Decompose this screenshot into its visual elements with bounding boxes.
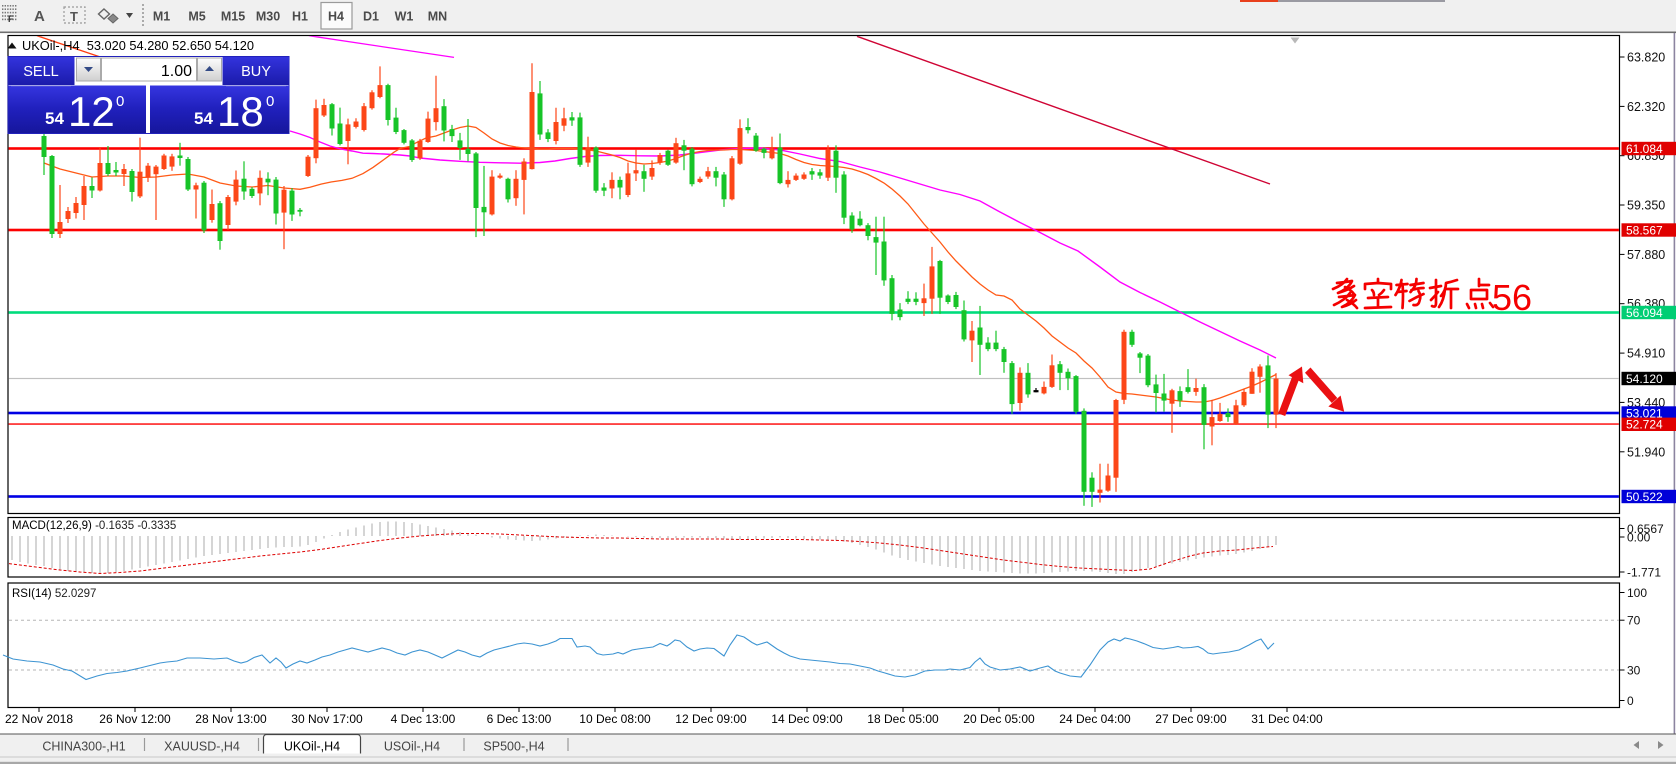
svg-text:-1.771: -1.771 [1627, 565, 1661, 579]
svg-text:M30: M30 [256, 10, 280, 24]
svg-text:4 Dec 13:00: 4 Dec 13:00 [391, 712, 456, 726]
svg-text:0: 0 [266, 93, 274, 110]
svg-text:54.120: 54.120 [1626, 372, 1663, 386]
svg-text:RSI(14) 52.0297: RSI(14) 52.0297 [12, 588, 96, 600]
svg-text:56: 56 [1492, 277, 1532, 318]
svg-text:58.567: 58.567 [1626, 223, 1663, 237]
svg-text:USOil-,H4: USOil-,H4 [384, 740, 440, 754]
svg-text:BUY: BUY [241, 64, 271, 80]
svg-text:0: 0 [116, 93, 124, 110]
svg-text:54.910: 54.910 [1627, 347, 1665, 361]
svg-text:F: F [8, 14, 14, 24]
svg-text:52.724: 52.724 [1626, 418, 1663, 432]
svg-text:A: A [34, 8, 45, 25]
svg-text:H1: H1 [292, 10, 308, 24]
svg-text:0: 0 [1627, 694, 1634, 708]
svg-text:54: 54 [45, 109, 64, 128]
svg-text:SELL: SELL [23, 64, 58, 80]
svg-text:12 Dec 09:00: 12 Dec 09:00 [675, 712, 747, 726]
svg-text:0.6567: 0.6567 [1627, 522, 1664, 536]
svg-text:UKOil-,H4: UKOil-,H4 [284, 740, 340, 754]
svg-text:59.350: 59.350 [1627, 199, 1665, 213]
svg-text:UKOil-,H4 53.020 54.280 52.65: UKOil-,H4 53.020 54.280 52.650 54.120 [22, 38, 254, 53]
svg-text:10 Dec 08:00: 10 Dec 08:00 [579, 712, 651, 726]
svg-text:H4: H4 [328, 10, 344, 24]
svg-text:22 Nov 2018: 22 Nov 2018 [5, 712, 73, 726]
svg-text:W1: W1 [395, 10, 414, 24]
svg-text:53.021: 53.021 [1626, 406, 1663, 420]
svg-text:12: 12 [68, 88, 115, 135]
svg-text:M1: M1 [153, 10, 170, 24]
svg-text:SP500-,H4: SP500-,H4 [483, 740, 544, 754]
svg-text:18: 18 [217, 88, 264, 135]
svg-text:30 Nov 17:00: 30 Nov 17:00 [291, 712, 363, 726]
svg-text:56.094: 56.094 [1626, 306, 1663, 320]
svg-text:18 Dec 05:00: 18 Dec 05:00 [867, 712, 939, 726]
svg-text:1.00: 1.00 [161, 63, 192, 80]
svg-text:CHINA300-,H1: CHINA300-,H1 [42, 740, 125, 754]
svg-text:MACD(12,26,9) -0.1635 -0.3335: MACD(12,26,9) -0.1635 -0.3335 [12, 520, 176, 532]
svg-text:24 Dec 04:00: 24 Dec 04:00 [1059, 712, 1131, 726]
svg-text:63.820: 63.820 [1627, 51, 1665, 65]
svg-text:XAUUSD-,H4: XAUUSD-,H4 [164, 740, 240, 754]
svg-text:100: 100 [1627, 586, 1647, 600]
svg-text:28 Nov 13:00: 28 Nov 13:00 [195, 712, 267, 726]
svg-text:62.320: 62.320 [1627, 100, 1665, 114]
svg-text:6 Dec 13:00: 6 Dec 13:00 [487, 712, 552, 726]
svg-text:70: 70 [1627, 614, 1641, 628]
svg-text:27 Dec 09:00: 27 Dec 09:00 [1155, 712, 1227, 726]
svg-text:54: 54 [194, 109, 213, 128]
svg-text:26 Nov 12:00: 26 Nov 12:00 [99, 712, 171, 726]
svg-text:M5: M5 [188, 10, 205, 24]
svg-text:M15: M15 [221, 10, 245, 24]
svg-text:20 Dec 05:00: 20 Dec 05:00 [963, 712, 1035, 726]
svg-text:30: 30 [1627, 663, 1641, 677]
svg-text:51.940: 51.940 [1627, 445, 1665, 459]
svg-text:T: T [70, 9, 78, 24]
svg-text:14 Dec 09:00: 14 Dec 09:00 [771, 712, 843, 726]
svg-text:31 Dec 04:00: 31 Dec 04:00 [1251, 712, 1323, 726]
svg-text:50.522: 50.522 [1626, 490, 1663, 504]
svg-text:0.00: 0.00 [1627, 530, 1651, 544]
svg-text:57.880: 57.880 [1627, 248, 1665, 262]
svg-text:61.084: 61.084 [1626, 142, 1663, 156]
svg-text:MN: MN [428, 10, 447, 24]
svg-text:D1: D1 [363, 10, 379, 24]
